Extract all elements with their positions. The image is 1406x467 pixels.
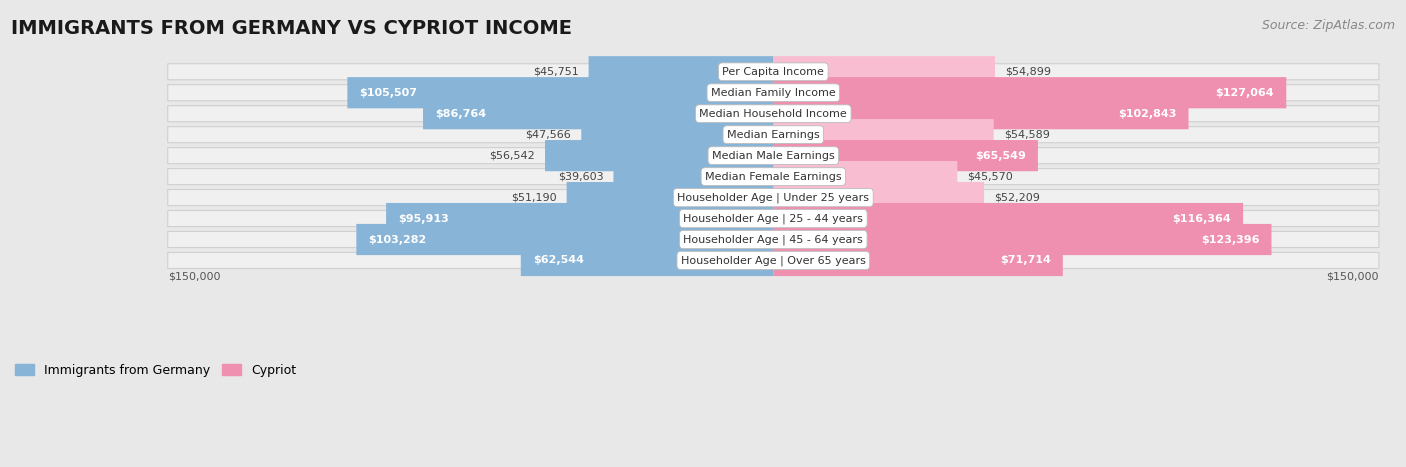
FancyBboxPatch shape [387,203,773,234]
FancyBboxPatch shape [773,224,1271,255]
Text: $54,589: $54,589 [1004,130,1050,140]
Text: $116,364: $116,364 [1173,213,1232,224]
Text: Median Earnings: Median Earnings [727,130,820,140]
FancyBboxPatch shape [773,203,1243,234]
FancyBboxPatch shape [356,224,773,255]
Text: Median Female Earnings: Median Female Earnings [704,171,842,182]
Text: $39,603: $39,603 [558,171,603,182]
FancyBboxPatch shape [546,140,773,171]
FancyBboxPatch shape [773,140,1038,171]
FancyBboxPatch shape [167,127,1379,143]
FancyBboxPatch shape [773,56,995,87]
Text: $52,209: $52,209 [994,192,1040,203]
Text: $45,570: $45,570 [967,171,1014,182]
FancyBboxPatch shape [581,119,773,150]
Text: $47,566: $47,566 [526,130,571,140]
FancyBboxPatch shape [613,161,773,192]
FancyBboxPatch shape [773,245,1063,276]
FancyBboxPatch shape [167,85,1379,101]
FancyBboxPatch shape [167,64,1379,80]
Text: $56,542: $56,542 [489,151,534,161]
FancyBboxPatch shape [167,253,1379,269]
FancyBboxPatch shape [773,182,984,213]
FancyBboxPatch shape [589,56,773,87]
Text: $51,190: $51,190 [510,192,557,203]
Text: $150,000: $150,000 [167,271,221,281]
Text: Householder Age | Under 25 years: Householder Age | Under 25 years [678,192,869,203]
FancyBboxPatch shape [520,245,773,276]
Text: $102,843: $102,843 [1118,109,1177,119]
Text: $45,751: $45,751 [533,67,578,77]
FancyBboxPatch shape [347,77,773,108]
FancyBboxPatch shape [167,190,1379,205]
FancyBboxPatch shape [167,169,1379,184]
FancyBboxPatch shape [773,119,994,150]
Text: Median Family Income: Median Family Income [711,88,835,98]
Text: Householder Age | Over 65 years: Householder Age | Over 65 years [681,255,866,266]
Text: $123,396: $123,396 [1201,234,1260,245]
Text: $65,549: $65,549 [974,151,1026,161]
Text: Median Male Earnings: Median Male Earnings [711,151,835,161]
Text: $127,064: $127,064 [1216,88,1274,98]
FancyBboxPatch shape [423,98,773,129]
FancyBboxPatch shape [167,106,1379,122]
FancyBboxPatch shape [167,211,1379,226]
Text: IMMIGRANTS FROM GERMANY VS CYPRIOT INCOME: IMMIGRANTS FROM GERMANY VS CYPRIOT INCOM… [11,19,572,38]
Text: $62,544: $62,544 [533,255,583,265]
FancyBboxPatch shape [773,77,1286,108]
FancyBboxPatch shape [773,98,1188,129]
Text: $103,282: $103,282 [368,234,426,245]
Text: $105,507: $105,507 [360,88,418,98]
FancyBboxPatch shape [773,161,957,192]
FancyBboxPatch shape [167,148,1379,163]
Text: Householder Age | 45 - 64 years: Householder Age | 45 - 64 years [683,234,863,245]
Text: Source: ZipAtlas.com: Source: ZipAtlas.com [1261,19,1395,32]
Legend: Immigrants from Germany, Cypriot: Immigrants from Germany, Cypriot [15,364,297,377]
Text: $95,913: $95,913 [398,213,449,224]
Text: $86,764: $86,764 [434,109,486,119]
Text: Per Capita Income: Per Capita Income [723,67,824,77]
Text: Median Household Income: Median Household Income [699,109,848,119]
FancyBboxPatch shape [167,232,1379,248]
Text: $54,899: $54,899 [1005,67,1052,77]
Text: $150,000: $150,000 [1326,271,1379,281]
FancyBboxPatch shape [567,182,773,213]
Text: $71,714: $71,714 [1000,255,1050,265]
Text: Householder Age | 25 - 44 years: Householder Age | 25 - 44 years [683,213,863,224]
